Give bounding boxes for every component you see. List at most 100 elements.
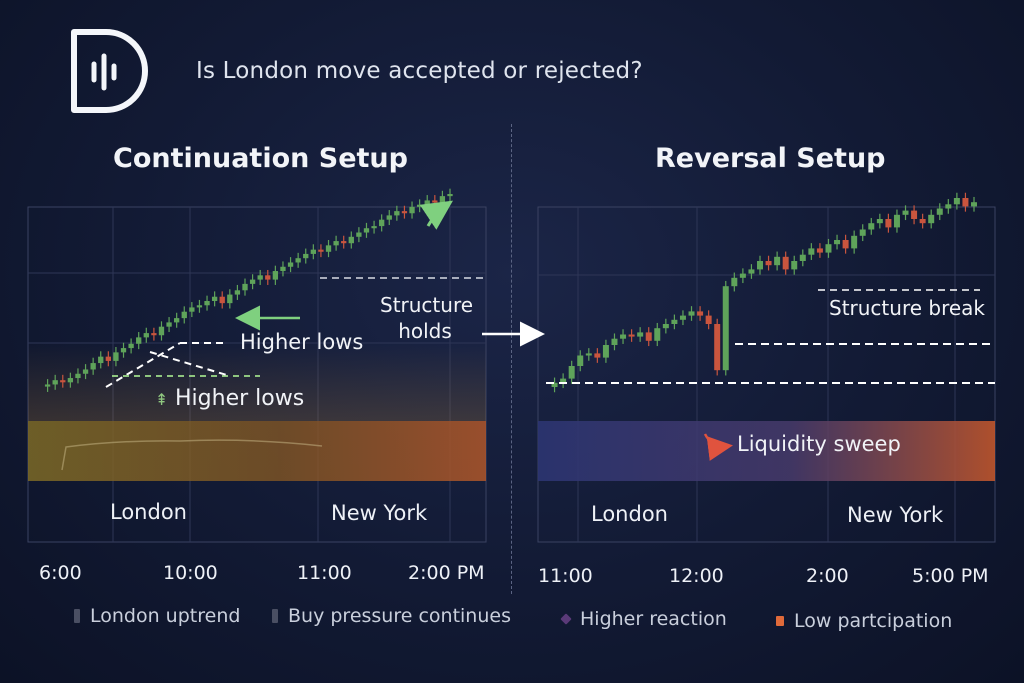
candle-body <box>447 194 453 197</box>
candle-body <box>272 271 279 280</box>
right-tick-2: 2:00 <box>806 565 849 587</box>
candle-body <box>568 366 575 379</box>
candle-body <box>722 286 729 371</box>
candle-body <box>825 244 832 253</box>
candle-body <box>628 334 635 337</box>
candle-body <box>611 338 618 345</box>
candle-body <box>637 332 644 337</box>
right-tick-3: 5:00 PM <box>912 565 989 587</box>
candle-body <box>868 223 875 230</box>
candle-body <box>885 219 892 228</box>
candle-body <box>645 332 652 341</box>
candle-body <box>303 253 309 259</box>
candle-body <box>757 261 763 270</box>
left-wedge-line <box>149 351 231 377</box>
legend-swatch-icon <box>560 613 572 625</box>
candle-body <box>594 353 601 358</box>
structure-break-label: Structure break <box>829 296 986 320</box>
legend-label: Buy pressure continues <box>288 605 511 627</box>
candle-body <box>60 380 66 383</box>
candle-body <box>577 355 584 366</box>
candle-body <box>662 324 669 329</box>
left-session-band <box>28 421 486 481</box>
candle-body <box>799 254 806 261</box>
left-trendline <box>105 342 181 388</box>
candle-body <box>166 322 172 327</box>
candle-body <box>919 219 926 224</box>
right-candles <box>551 192 977 393</box>
right-session-newyork: New York <box>847 503 944 527</box>
candle-body <box>671 319 678 324</box>
arrow-up-icon: ⇞ <box>155 390 169 409</box>
left-annotation-lines <box>105 200 545 388</box>
page-title: Is London move accepted or rejected? <box>196 58 643 84</box>
candle-body <box>333 241 339 246</box>
candle-body <box>67 378 74 383</box>
breakout-arrow <box>419 200 453 230</box>
candle-body <box>348 236 354 244</box>
legend-label: Higher reaction <box>580 608 727 630</box>
candle-body <box>189 307 195 312</box>
candle-body <box>416 204 423 207</box>
legend-swatch-icon <box>272 609 278 623</box>
candle-body <box>136 337 142 344</box>
right-session-band <box>538 421 995 481</box>
candle-body <box>945 204 952 209</box>
candle-body <box>424 200 430 205</box>
candle-body <box>120 348 127 353</box>
candle-body <box>439 196 446 203</box>
candle-body <box>602 345 609 358</box>
candle-body <box>705 315 712 324</box>
candle-body <box>791 261 798 270</box>
candle-body <box>204 301 210 306</box>
candle-body <box>295 258 301 263</box>
candle-body <box>409 206 415 214</box>
candle-body <box>249 279 256 284</box>
candle-body <box>842 240 849 249</box>
candle-body <box>44 384 51 387</box>
candle-body <box>227 294 233 304</box>
candle-body <box>774 256 781 266</box>
candle-body <box>356 232 362 237</box>
left-session-newyork: New York <box>331 501 428 525</box>
candle-body <box>211 296 218 301</box>
candle-body <box>714 324 721 371</box>
candle-body <box>936 208 943 215</box>
candle-body <box>953 198 960 205</box>
candle-body <box>585 353 592 356</box>
candle-body <box>911 210 918 219</box>
right-tick-1: 12:00 <box>669 565 724 587</box>
candle-body <box>196 305 203 308</box>
candle-body <box>318 249 324 252</box>
legend-swatch-icon <box>776 616 784 626</box>
candle-body <box>341 241 347 244</box>
candle-body <box>219 296 225 304</box>
legend-label: Low partcipation <box>794 610 953 632</box>
candle-body <box>98 356 104 364</box>
candle-body <box>731 277 738 287</box>
candle-body <box>928 214 935 224</box>
candle-body <box>257 275 263 280</box>
right-panel-title: Reversal Setup <box>655 143 886 174</box>
legend-item-low-participation: Low partcipation <box>776 610 952 632</box>
candle-body <box>75 373 81 379</box>
left-panel-title: Continuation Setup <box>113 143 408 174</box>
candle-body <box>859 229 866 236</box>
candle-body <box>371 226 377 229</box>
candle-body <box>893 214 900 228</box>
candle-body <box>748 269 755 274</box>
left-tick-2: 11:00 <box>297 562 352 584</box>
logo <box>70 28 150 114</box>
candle-body <box>158 326 165 336</box>
candle-body <box>325 245 332 252</box>
right-tick-0: 11:00 <box>538 565 593 587</box>
legend-item-london-uptrend: London uptrend <box>74 605 240 627</box>
candle-body <box>151 333 157 336</box>
legend-swatch-icon <box>74 609 80 623</box>
candle-body <box>52 380 58 385</box>
candle-body <box>620 334 627 339</box>
candle-body <box>143 333 149 338</box>
candle-body <box>234 290 241 295</box>
candle-body <box>697 311 704 316</box>
